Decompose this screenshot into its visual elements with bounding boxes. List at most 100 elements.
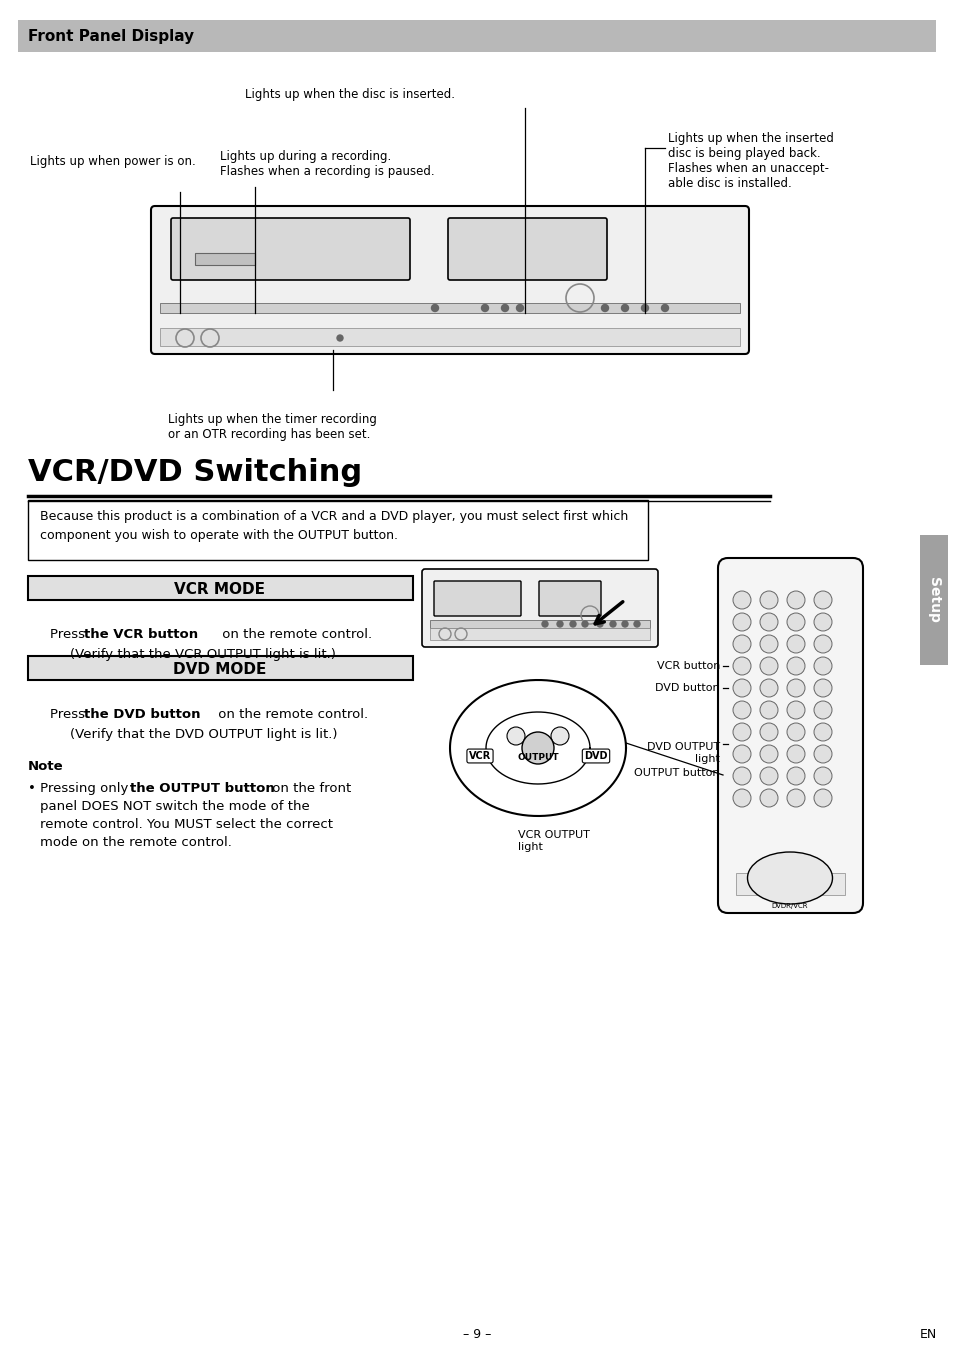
Circle shape [336, 336, 343, 341]
Text: OUTPUT button: OUTPUT button [634, 768, 720, 778]
Circle shape [813, 701, 831, 718]
Circle shape [732, 701, 750, 718]
Circle shape [760, 679, 778, 697]
Bar [28, 576, 413, 600]
Bar [919, 535, 947, 665]
Circle shape [786, 701, 804, 718]
Circle shape [481, 305, 488, 311]
Text: DVD MODE: DVD MODE [173, 662, 267, 678]
Bar [160, 303, 740, 313]
Circle shape [786, 789, 804, 807]
Circle shape [551, 727, 568, 745]
Circle shape [732, 745, 750, 763]
Text: DVDR/VCR: DVDR/VCR [771, 903, 807, 909]
Circle shape [634, 621, 639, 627]
Circle shape [541, 621, 547, 627]
Bar [28, 500, 647, 559]
Circle shape [506, 727, 524, 745]
Text: the OUTPUT button: the OUTPUT button [130, 782, 274, 795]
Text: – 9 –: – 9 – [462, 1328, 491, 1341]
Circle shape [786, 656, 804, 675]
FancyBboxPatch shape [421, 569, 658, 647]
Text: VCR MODE: VCR MODE [174, 582, 265, 597]
Circle shape [813, 613, 831, 631]
Text: on the remote control.: on the remote control. [213, 708, 368, 721]
Circle shape [732, 656, 750, 675]
Circle shape [786, 613, 804, 631]
Bar [28, 656, 413, 679]
Circle shape [557, 621, 562, 627]
Circle shape [732, 723, 750, 741]
Circle shape [640, 305, 648, 311]
Text: • Pressing only: • Pressing only [28, 782, 132, 795]
Bar [430, 628, 649, 640]
Circle shape [760, 701, 778, 718]
Circle shape [760, 745, 778, 763]
Text: Because this product is a combination of a VCR and a DVD player, you must select: Because this product is a combination of… [40, 510, 628, 542]
Circle shape [813, 723, 831, 741]
Circle shape [813, 656, 831, 675]
Circle shape [732, 789, 750, 807]
Text: remote control. You MUST select the correct: remote control. You MUST select the corr… [40, 818, 333, 830]
Ellipse shape [747, 852, 832, 905]
Text: Press: Press [50, 628, 90, 642]
Circle shape [760, 723, 778, 741]
Text: DVD button: DVD button [655, 683, 720, 693]
FancyBboxPatch shape [171, 218, 410, 280]
Text: the DVD button: the DVD button [84, 708, 200, 721]
Circle shape [660, 305, 668, 311]
Bar [18, 20, 935, 53]
Text: Front Panel Display: Front Panel Display [28, 28, 193, 43]
Circle shape [760, 590, 778, 609]
Circle shape [431, 305, 438, 311]
Bar [194, 253, 254, 266]
Circle shape [621, 621, 627, 627]
Circle shape [732, 635, 750, 652]
Circle shape [581, 621, 587, 627]
Text: Note: Note [28, 760, 64, 772]
Circle shape [786, 767, 804, 785]
Circle shape [597, 621, 602, 627]
FancyBboxPatch shape [434, 581, 520, 616]
Text: panel DOES NOT switch the mode of the: panel DOES NOT switch the mode of the [40, 799, 310, 813]
FancyBboxPatch shape [448, 218, 606, 280]
Circle shape [609, 621, 616, 627]
Circle shape [732, 590, 750, 609]
Text: DVD OUTPUT
light: DVD OUTPUT light [646, 741, 720, 763]
FancyBboxPatch shape [538, 581, 600, 616]
Circle shape [521, 732, 554, 764]
Circle shape [813, 789, 831, 807]
Text: DVD: DVD [583, 751, 607, 762]
Text: (Verify that the VCR OUTPUT light is lit.): (Verify that the VCR OUTPUT light is lit… [70, 648, 335, 661]
Circle shape [813, 590, 831, 609]
Text: (Verify that the DVD OUTPUT light is lit.): (Verify that the DVD OUTPUT light is lit… [70, 728, 337, 741]
Text: VCR: VCR [468, 751, 491, 762]
Text: on the front: on the front [268, 782, 351, 795]
Text: Setup: Setup [926, 577, 940, 623]
Text: the VCR button: the VCR button [84, 628, 198, 642]
FancyBboxPatch shape [718, 558, 862, 913]
Circle shape [813, 767, 831, 785]
Circle shape [786, 590, 804, 609]
Text: Lights up when the inserted
disc is being played back.
Flashes when an unaccept-: Lights up when the inserted disc is bein… [667, 132, 833, 190]
Circle shape [620, 305, 628, 311]
Text: OUTPUT: OUTPUT [517, 754, 558, 763]
Circle shape [786, 723, 804, 741]
Circle shape [786, 679, 804, 697]
Text: Lights up when the disc is inserted.: Lights up when the disc is inserted. [245, 88, 455, 101]
Circle shape [501, 305, 508, 311]
Text: Lights up when the timer recording
or an OTR recording has been set.: Lights up when the timer recording or an… [168, 412, 376, 441]
Circle shape [813, 635, 831, 652]
Text: VCR button: VCR button [656, 661, 720, 671]
Circle shape [760, 789, 778, 807]
Text: mode on the remote control.: mode on the remote control. [40, 836, 232, 849]
Bar [160, 328, 740, 346]
FancyBboxPatch shape [151, 206, 748, 355]
Circle shape [732, 613, 750, 631]
Circle shape [760, 613, 778, 631]
Text: EN: EN [919, 1328, 936, 1341]
Bar [735, 874, 844, 895]
Circle shape [732, 679, 750, 697]
Circle shape [732, 767, 750, 785]
Text: VCR/DVD Switching: VCR/DVD Switching [28, 458, 362, 487]
